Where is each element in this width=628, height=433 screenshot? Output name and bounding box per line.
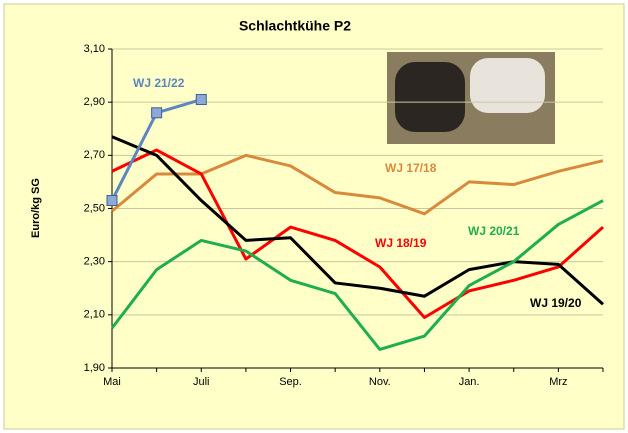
x-tick-label: Sep. (279, 376, 302, 388)
x-tick-label: Jan. (459, 376, 480, 388)
x-tick-label: Nov. (369, 376, 391, 388)
series-label: WJ 17/18 (385, 161, 437, 175)
series-label: WJ 21/22 (133, 76, 185, 90)
photo-detail (470, 58, 545, 113)
point-marker (196, 95, 206, 105)
series-label: WJ 20/21 (468, 224, 520, 238)
y-tick-label: 2,70 (84, 149, 105, 161)
y-tick-label: 2,50 (84, 202, 105, 214)
y-tick-label: 3,10 (84, 43, 105, 55)
chart-title: Schlachtkühe P2 (239, 18, 351, 34)
point-marker (107, 196, 117, 206)
point-marker (152, 108, 162, 118)
photo-detail (395, 62, 465, 132)
series-label: WJ 18/19 (375, 236, 427, 250)
chart: Schlachtkühe P2 Euro/kg SG 1,90 2,10 2,30 2… (0, 0, 628, 433)
y-tick-label: 2,90 (84, 96, 105, 108)
y-tick-label: 2,10 (84, 309, 105, 321)
y-axis-label: Euro/kg SG (30, 178, 42, 238)
y-tick-label: 2,30 (84, 256, 105, 268)
y-tick-label: 1,90 (84, 362, 105, 374)
x-tick-label: Juli (193, 376, 210, 388)
x-tick-label: Mrz (549, 376, 567, 388)
series-label: WJ 19/20 (530, 296, 582, 310)
x-tick-label: Mai (103, 376, 121, 388)
